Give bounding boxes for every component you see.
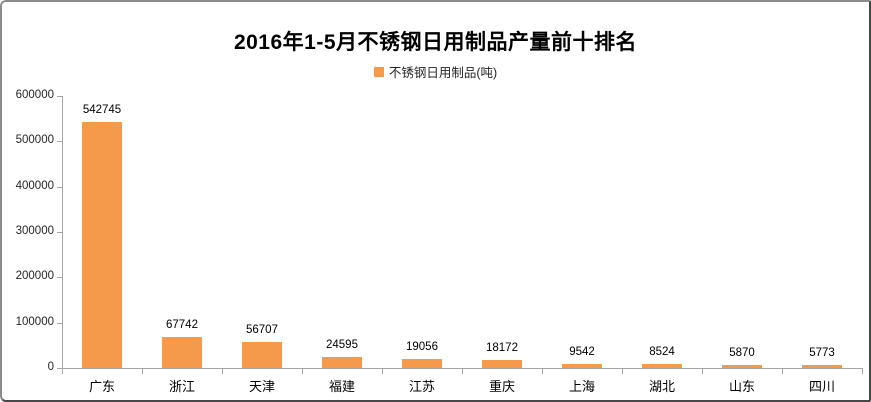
y-axis-tick-label: 500000	[15, 134, 54, 147]
bar-value-label: 9542	[569, 346, 595, 358]
y-axis-tick-mark	[57, 368, 62, 369]
x-axis-category-label: 湖北	[648, 379, 675, 394]
y-axis-tick-mark	[57, 96, 62, 97]
bar-福建[interactable]	[322, 357, 362, 368]
x-axis-category-label: 重庆	[488, 379, 515, 394]
bar-value-label: 19056	[406, 341, 438, 353]
y-axis-tick-label: 100000	[15, 315, 54, 328]
legend[interactable]: 不锈钢日用制品(吨)	[2, 62, 869, 81]
bar-value-label: 542745	[82, 104, 122, 116]
y-axis-tick-label: 0	[47, 361, 54, 373]
x-axis-category-label: 江苏	[408, 379, 435, 394]
x-axis-tick-mark	[542, 369, 543, 374]
plot-area	[62, 96, 863, 369]
y-axis-tick-label: 200000	[15, 270, 54, 283]
bar-value-label: 18172	[486, 342, 518, 354]
bar-value-label: 24595	[326, 339, 358, 351]
x-axis-tick-mark	[622, 369, 623, 374]
bar-value-label: 67742	[166, 319, 198, 331]
x-axis-category-label: 上海	[568, 379, 595, 394]
y-axis-tick-mark	[57, 232, 62, 233]
bar-value-label: 8524	[649, 346, 675, 358]
bar-浙江[interactable]	[162, 337, 202, 368]
x-axis-tick-mark	[302, 369, 303, 374]
x-axis-category-label: 福建	[328, 379, 355, 394]
bar-天津[interactable]	[242, 342, 282, 368]
x-axis-tick-mark	[782, 369, 783, 374]
x-axis-tick-mark	[142, 369, 143, 374]
x-axis-tick-mark	[62, 369, 63, 374]
y-axis-tick-label: 400000	[15, 179, 54, 192]
y-axis-tick-mark	[57, 141, 62, 143]
x-axis-category-label: 浙江	[168, 379, 195, 394]
bar-四川[interactable]	[802, 365, 842, 368]
x-axis-tick-mark	[222, 369, 223, 374]
x-axis-category-label: 山东	[728, 379, 755, 394]
legend-swatch-icon	[373, 66, 384, 77]
x-axis-tick-mark	[862, 369, 863, 374]
y-axis-tick-label: 300000	[15, 225, 54, 237]
y-axis-tick-mark	[57, 186, 62, 188]
bar-广东[interactable]	[82, 122, 122, 368]
y-axis-tick-mark	[57, 277, 62, 279]
bar-value-label: 5773	[809, 347, 835, 359]
bar-山东[interactable]	[722, 365, 762, 368]
bar-湖北[interactable]	[642, 364, 682, 368]
y-axis-tick-label: 600000	[15, 89, 54, 101]
bar-重庆[interactable]	[482, 360, 522, 368]
x-axis-category-label: 四川	[808, 379, 835, 394]
x-axis-tick-mark	[462, 369, 463, 374]
bar-value-label: 56707	[246, 324, 278, 336]
bar-江苏[interactable]	[402, 359, 442, 368]
x-axis-tick-mark	[382, 369, 383, 374]
legend-label: 不锈钢日用制品(吨)	[388, 66, 498, 80]
x-axis-tick-mark	[702, 369, 703, 374]
bar-value-label: 5870	[729, 347, 755, 359]
y-axis-tick-mark	[57, 322, 62, 324]
chart-title: 2016年1-5月不锈钢日用制品产量前十排名	[233, 31, 638, 54]
bar-上海[interactable]	[562, 364, 602, 368]
x-axis-category-label: 天津	[248, 379, 275, 394]
x-axis-category-label: 广东	[88, 379, 115, 394]
